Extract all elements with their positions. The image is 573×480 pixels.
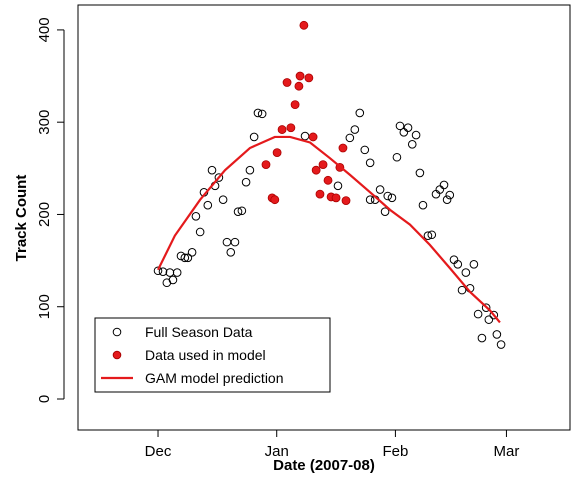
point [355, 108, 365, 118]
point [299, 20, 309, 30]
point [261, 160, 271, 170]
point [442, 195, 452, 204]
x-tick-label: Jan [265, 443, 289, 460]
x-axis-title: Date (2007-08) [273, 457, 375, 474]
point [380, 207, 390, 216]
legend-box [94, 317, 331, 393]
point [214, 173, 224, 182]
y-tick-label: 100 [36, 294, 53, 319]
point [218, 195, 228, 204]
point [253, 108, 263, 118]
point [473, 309, 483, 319]
point [395, 121, 405, 131]
point [158, 267, 168, 276]
point [407, 140, 417, 149]
point [195, 227, 205, 237]
point [461, 268, 471, 277]
point [282, 78, 292, 87]
point [489, 310, 499, 320]
point [423, 231, 433, 240]
point [418, 200, 428, 210]
point [191, 212, 201, 221]
point [245, 165, 255, 175]
point [300, 131, 310, 141]
point [360, 145, 370, 155]
y-tick-label: 400 [36, 17, 53, 42]
point [457, 285, 467, 295]
point [445, 190, 455, 200]
point [323, 175, 333, 185]
x-tick-label: Mar [494, 443, 520, 460]
point [277, 125, 287, 134]
x-tick-label: Dec [145, 443, 172, 460]
point [331, 193, 341, 203]
point [411, 130, 421, 140]
point [477, 333, 487, 343]
point [492, 330, 502, 339]
point [375, 185, 385, 194]
y-axis-title: Track Count [13, 175, 30, 262]
point [315, 189, 325, 199]
legend-label: GAM model prediction [145, 370, 284, 386]
point [345, 133, 355, 143]
point [172, 268, 182, 277]
point [481, 303, 491, 312]
point [383, 191, 393, 201]
point [203, 200, 213, 210]
point [350, 125, 360, 134]
point [290, 100, 300, 110]
point [496, 340, 506, 349]
point [427, 230, 437, 240]
point [272, 148, 282, 158]
point [403, 123, 413, 133]
point [341, 196, 351, 206]
point [387, 193, 397, 203]
legend-symbol [112, 327, 122, 337]
line [157, 135, 501, 324]
point [453, 259, 463, 269]
point [241, 177, 251, 187]
point [338, 143, 348, 153]
point [365, 158, 375, 168]
point [165, 268, 175, 277]
point [415, 168, 425, 178]
y-tick-label: 0 [36, 395, 53, 403]
point [168, 275, 178, 285]
point [439, 180, 449, 190]
legend-label: Data used in model [145, 347, 266, 363]
point [226, 247, 236, 257]
point [187, 247, 197, 257]
point [318, 160, 328, 170]
point [180, 253, 190, 263]
point [365, 195, 375, 204]
legend-label: Full Season Data [145, 324, 253, 340]
point [399, 128, 409, 137]
point [230, 237, 240, 247]
point [469, 259, 479, 269]
point [207, 165, 217, 175]
point [311, 165, 321, 175]
point [237, 206, 247, 216]
point [233, 207, 243, 216]
y-tick-label: 300 [36, 110, 53, 135]
point [294, 81, 304, 91]
point [183, 253, 193, 263]
point [257, 109, 267, 119]
point [270, 195, 280, 205]
legend-symbol [112, 350, 122, 360]
y-tick-label: 200 [36, 202, 53, 227]
point [308, 132, 318, 142]
point [304, 73, 314, 83]
point [222, 237, 232, 247]
point [295, 71, 305, 81]
point [333, 181, 343, 191]
point [249, 132, 259, 142]
point [153, 266, 163, 276]
x-tick-label: Feb [382, 443, 408, 460]
point [392, 152, 402, 162]
point [484, 315, 494, 324]
point [286, 123, 296, 133]
